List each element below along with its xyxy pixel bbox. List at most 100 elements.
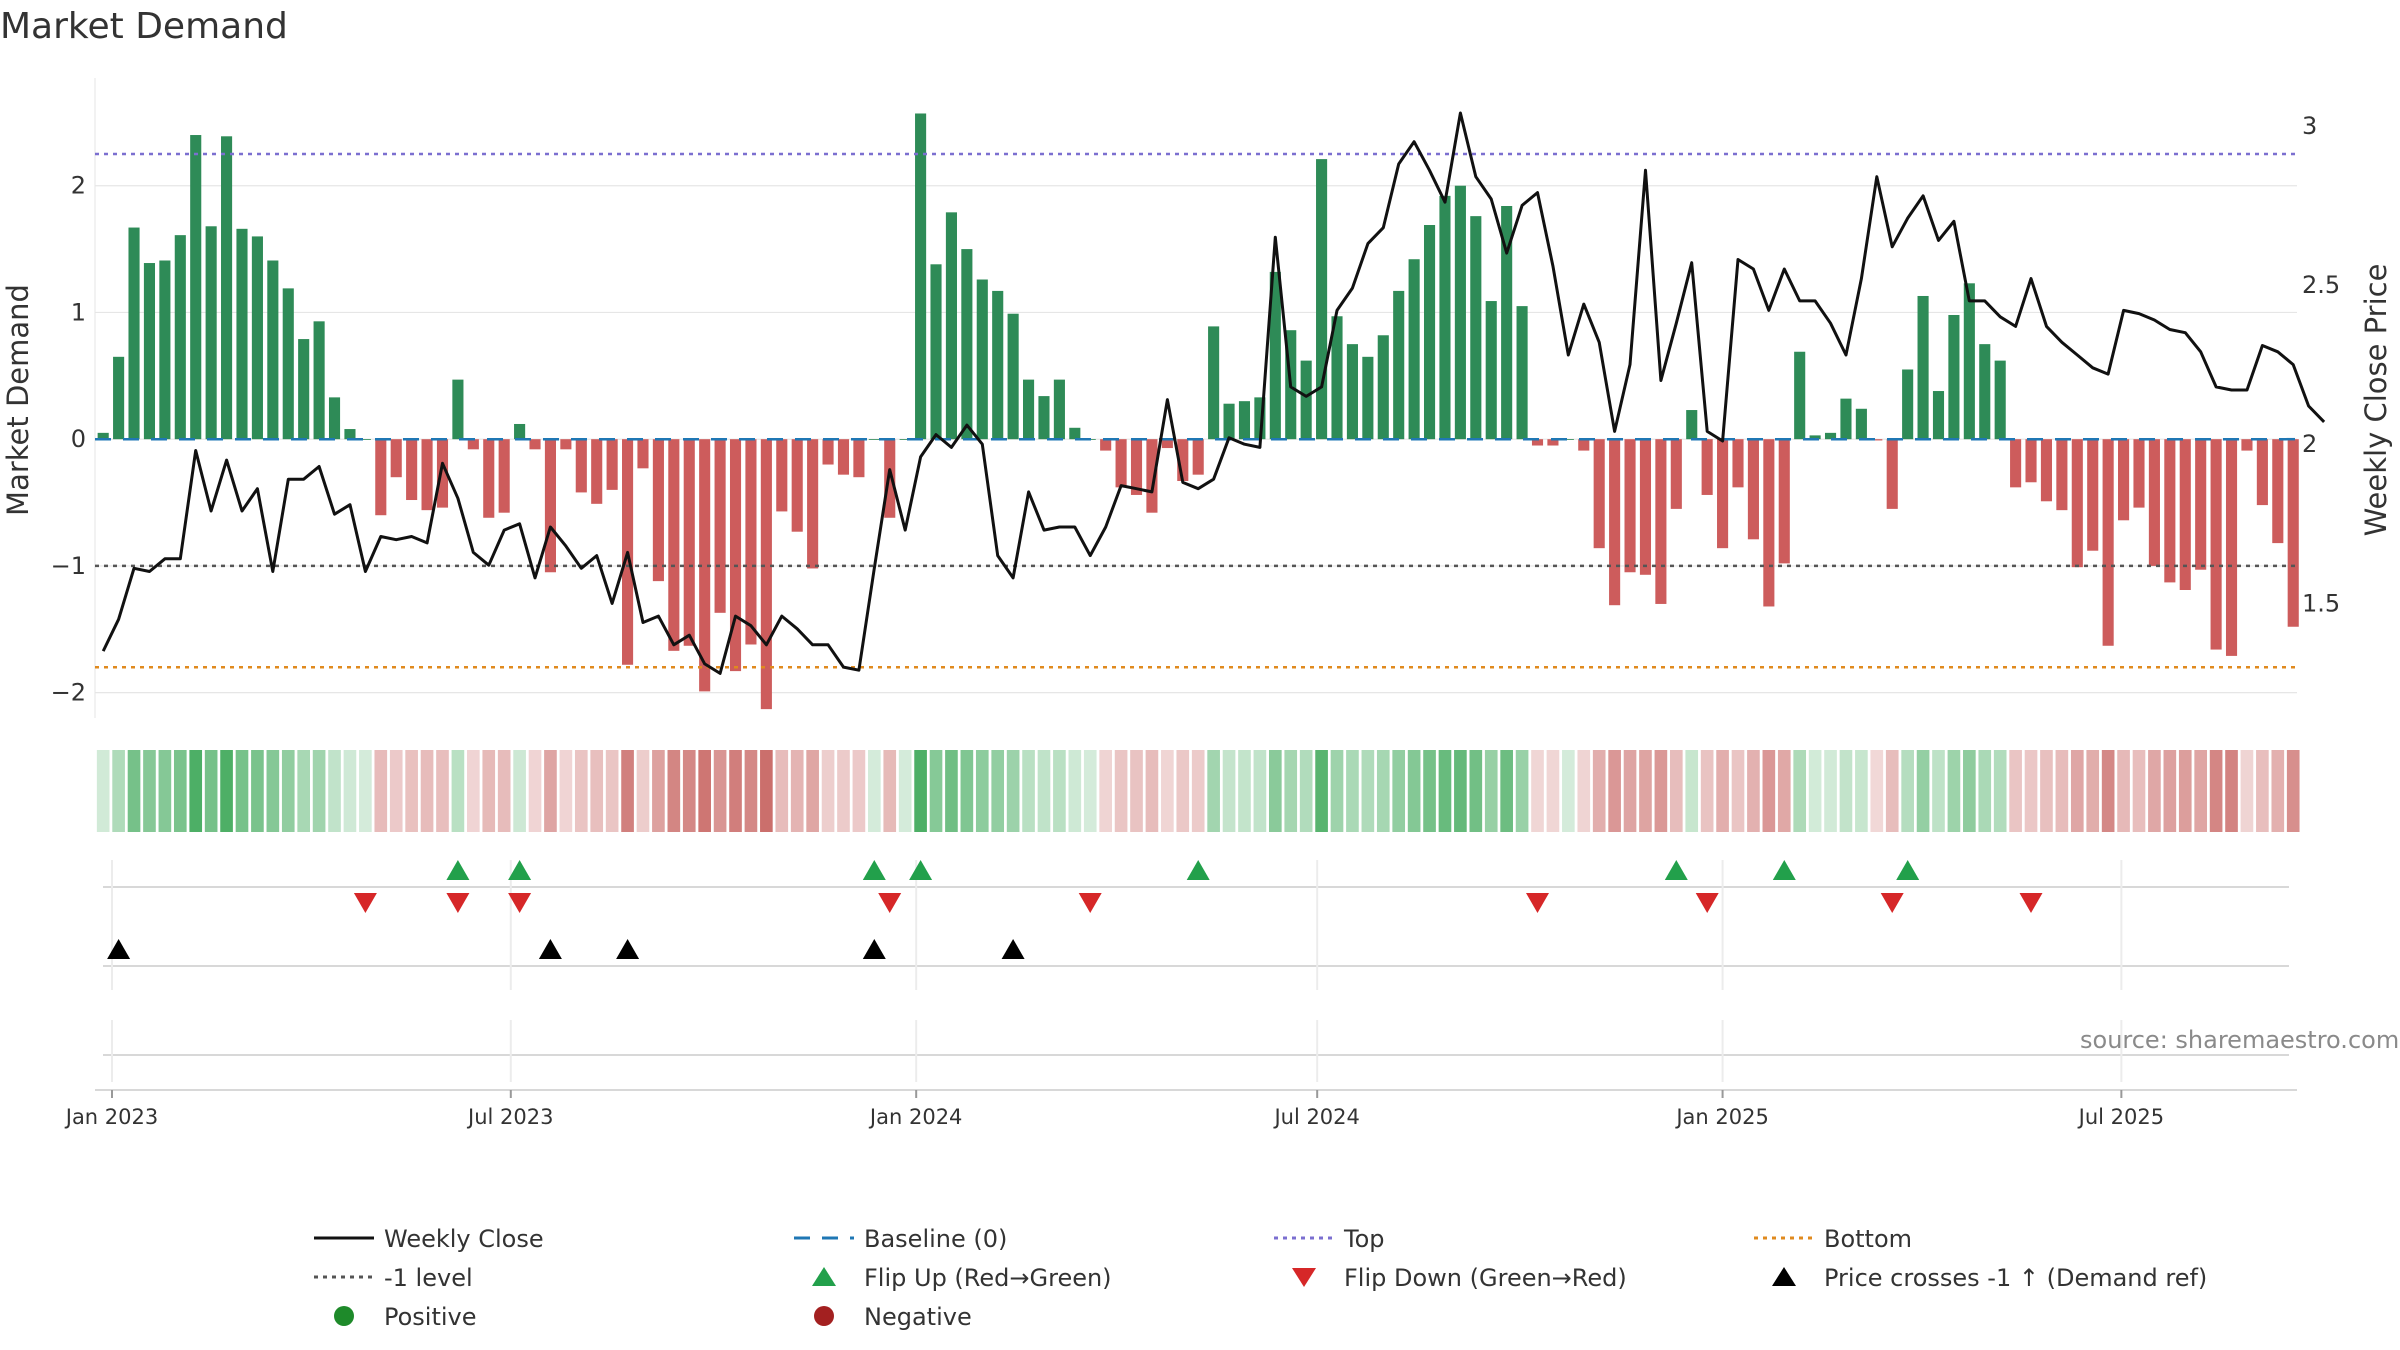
heat-strip-cell bbox=[760, 750, 773, 832]
heat-strip-cell bbox=[1839, 750, 1853, 832]
demand-bar-negative bbox=[2010, 439, 2022, 488]
flip-down-marker bbox=[878, 893, 902, 913]
heat-strip-cell bbox=[868, 750, 881, 832]
demand-bar-positive bbox=[1824, 432, 1837, 440]
heat-strip-cell bbox=[790, 750, 804, 832]
heat-strip-cell bbox=[698, 750, 711, 832]
legend-label: Weekly Close bbox=[384, 1225, 544, 1253]
demand-bar-positive bbox=[1855, 408, 1867, 440]
heat-strip-cell bbox=[1145, 750, 1159, 832]
heat-strip-cell bbox=[1546, 750, 1560, 832]
demand-bar-positive bbox=[1516, 306, 1528, 440]
heat-strip-cell bbox=[1068, 750, 1082, 832]
heat-strip-cell bbox=[451, 750, 465, 832]
right-y-tick-label: 1.5 bbox=[2302, 589, 2340, 617]
demand-bar-positive bbox=[1917, 295, 1929, 440]
heat-strip-cell bbox=[1484, 750, 1498, 832]
heat-strip-cell bbox=[1284, 750, 1298, 832]
demand-bar-positive bbox=[1963, 283, 1975, 440]
demand-bar-negative bbox=[2133, 439, 2145, 508]
demand-bar-negative bbox=[1192, 439, 1204, 475]
demand-bar-positive bbox=[1902, 369, 1914, 440]
demand-bar-negative bbox=[2025, 439, 2037, 483]
demand-bar-negative bbox=[1115, 439, 1127, 488]
heat-strip-cell bbox=[852, 750, 866, 832]
heat-strip-cell bbox=[436, 750, 449, 832]
flip-down-marker bbox=[2019, 893, 2043, 913]
heat-strip-cell bbox=[497, 750, 511, 832]
demand-bar-negative bbox=[375, 439, 387, 516]
demand-bar-negative bbox=[1531, 439, 1544, 446]
demand-bar-positive bbox=[205, 226, 217, 440]
demand-bar-negative bbox=[591, 439, 603, 504]
price-cross-marker bbox=[538, 939, 562, 959]
heat-strip-cell bbox=[2194, 750, 2208, 832]
flip-down-marker bbox=[353, 893, 377, 913]
heat-strip-cell bbox=[1700, 750, 1714, 832]
demand-bar-negative bbox=[1639, 439, 1652, 575]
legend-label: Flip Down (Green→Red) bbox=[1344, 1264, 1627, 1292]
heat-strip-cell bbox=[1423, 750, 1436, 832]
demand-bar-positive bbox=[282, 288, 294, 440]
price-cross-marker bbox=[107, 939, 131, 959]
demand-bar-negative bbox=[390, 439, 402, 478]
demand-bar-positive bbox=[1470, 216, 1482, 440]
demand-bar-negative bbox=[606, 439, 618, 490]
heat-strip-cell bbox=[1515, 750, 1529, 832]
heat-strip-cell bbox=[1099, 750, 1112, 832]
y-axis-label-right: Weekly Close Price bbox=[2359, 264, 2393, 537]
demand-bar-positive bbox=[1979, 344, 1991, 440]
heat-strip-cell bbox=[883, 750, 897, 832]
y-axis-label-left: Market Demand bbox=[1, 284, 35, 516]
heat-strip-cell bbox=[574, 750, 588, 832]
heat-strip-cell bbox=[1207, 750, 1220, 832]
flip-down-marker bbox=[1695, 893, 1719, 913]
legend-entry-top: Top bbox=[1274, 1225, 1385, 1253]
demand-bar-positive bbox=[221, 136, 233, 440]
demand-bar-positive bbox=[1053, 379, 1065, 440]
heat-strip-cell bbox=[1176, 750, 1190, 832]
demand-bar-negative bbox=[1578, 439, 1590, 451]
demand-bar-negative bbox=[2040, 439, 2053, 502]
heat-strip-cell bbox=[2225, 750, 2238, 832]
demand-bar-negative bbox=[745, 439, 757, 645]
demand-bar-negative bbox=[2272, 439, 2284, 544]
heat-strip-cell bbox=[235, 750, 249, 832]
demand-bar-negative bbox=[1609, 439, 1621, 606]
heat-strip-cell bbox=[1855, 750, 1868, 832]
demand-bar-negative bbox=[2225, 439, 2238, 656]
heat-strip-cell bbox=[482, 750, 496, 832]
heat-strip-cell bbox=[1623, 750, 1637, 832]
demand-bars bbox=[97, 113, 2299, 710]
heat-strip-cell bbox=[1808, 750, 1822, 832]
demand-bar-negative bbox=[807, 439, 819, 569]
demand-bar-positive bbox=[945, 212, 957, 440]
demand-bar-negative bbox=[1624, 439, 1636, 573]
heat-strip-cell bbox=[1238, 750, 1251, 832]
legend-swatch-dot bbox=[334, 1306, 354, 1326]
legend-entry-flipup: Flip Up (Red→Green) bbox=[812, 1264, 1112, 1292]
demand-bar-positive bbox=[267, 260, 279, 440]
demand-bar-positive bbox=[1408, 259, 1420, 440]
demand-bar-negative bbox=[2241, 439, 2253, 451]
heat-strip-cell bbox=[513, 750, 526, 832]
demand-bar-positive bbox=[190, 135, 202, 440]
flip-up-marker bbox=[508, 860, 532, 880]
legend-label: Flip Up (Red→Green) bbox=[864, 1264, 1112, 1292]
heat-strip-cell bbox=[1053, 750, 1066, 832]
heat-strip-cell bbox=[605, 750, 619, 832]
demand-bar-positive bbox=[1269, 271, 1281, 440]
demand-bar-positive bbox=[1840, 398, 1852, 440]
demand-bar-negative bbox=[1763, 439, 1775, 607]
reference-lines bbox=[95, 152, 2297, 669]
source-credit: source: sharemaestro.com bbox=[2080, 1026, 2399, 1054]
right-y-tick-label: 3 bbox=[2302, 112, 2317, 140]
price-cross-marker bbox=[1001, 939, 1025, 959]
demand-bar-positive bbox=[1809, 435, 1821, 440]
heat-strip-cell bbox=[528, 750, 542, 832]
demand-bar-positive bbox=[1994, 360, 2006, 440]
flip-down-marker bbox=[1880, 893, 1904, 913]
flip-down-marker bbox=[1526, 893, 1549, 913]
heat-strip-cell bbox=[343, 750, 357, 832]
heat-strip-cell bbox=[1901, 750, 1914, 832]
